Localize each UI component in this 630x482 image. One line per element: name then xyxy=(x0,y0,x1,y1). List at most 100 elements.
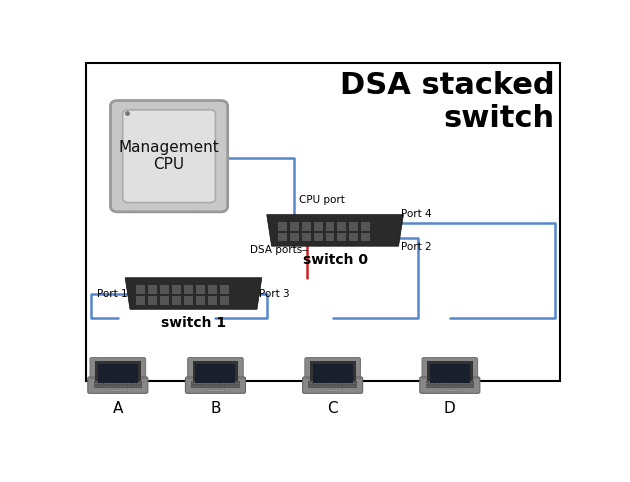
Bar xyxy=(440,386,444,387)
Bar xyxy=(99,383,103,384)
Text: C: C xyxy=(328,401,338,416)
Bar xyxy=(208,285,217,294)
Bar xyxy=(123,386,127,387)
Bar xyxy=(118,383,122,384)
Bar xyxy=(338,222,346,231)
Bar xyxy=(235,383,239,384)
Text: DSA ports: DSA ports xyxy=(250,245,302,255)
Bar xyxy=(207,388,224,391)
Text: A: A xyxy=(113,401,123,416)
Bar xyxy=(455,386,459,387)
Bar xyxy=(278,233,287,241)
Bar xyxy=(290,222,299,231)
Bar xyxy=(445,386,449,387)
Bar xyxy=(464,383,468,384)
Bar xyxy=(137,386,141,387)
Bar xyxy=(95,362,140,385)
Text: Port 1: Port 1 xyxy=(97,289,127,298)
Bar xyxy=(148,285,158,294)
Bar xyxy=(309,386,312,387)
Bar xyxy=(455,383,459,384)
Bar xyxy=(309,383,312,384)
Polygon shape xyxy=(125,278,262,309)
FancyBboxPatch shape xyxy=(90,358,146,388)
Bar xyxy=(430,363,470,383)
Bar xyxy=(350,233,358,241)
Bar xyxy=(314,383,318,384)
Polygon shape xyxy=(266,214,403,246)
Bar xyxy=(460,383,464,384)
Bar xyxy=(343,386,347,387)
Bar xyxy=(431,386,435,387)
Bar xyxy=(103,383,107,384)
Bar xyxy=(347,383,351,384)
Bar xyxy=(314,233,323,241)
Bar xyxy=(113,386,117,387)
Bar xyxy=(323,383,327,384)
Bar xyxy=(290,233,299,241)
Bar xyxy=(197,383,200,384)
Bar xyxy=(309,381,357,388)
Bar xyxy=(445,383,449,384)
Bar xyxy=(94,381,142,388)
Bar xyxy=(302,233,311,241)
Bar xyxy=(426,381,474,388)
Bar xyxy=(192,383,195,384)
Bar xyxy=(435,386,439,387)
Bar xyxy=(211,386,215,387)
Bar xyxy=(338,383,341,384)
FancyBboxPatch shape xyxy=(305,358,360,388)
Bar xyxy=(435,383,439,384)
Bar xyxy=(338,233,346,241)
Bar xyxy=(464,386,468,387)
Bar xyxy=(86,64,559,381)
Bar xyxy=(103,386,107,387)
Bar xyxy=(172,285,181,294)
Bar xyxy=(318,383,322,384)
Bar xyxy=(196,285,205,294)
Bar xyxy=(123,383,127,384)
Bar xyxy=(347,386,351,387)
Bar xyxy=(343,383,347,384)
Bar xyxy=(196,296,205,305)
Text: Port 3: Port 3 xyxy=(260,289,290,298)
FancyBboxPatch shape xyxy=(185,377,246,393)
Bar xyxy=(113,383,117,384)
Bar xyxy=(230,386,234,387)
Bar xyxy=(469,383,473,384)
Bar xyxy=(148,296,158,305)
Bar xyxy=(132,386,136,387)
Bar xyxy=(220,285,229,294)
Text: D: D xyxy=(444,401,455,416)
Bar xyxy=(220,386,224,387)
Bar xyxy=(235,386,239,387)
Bar xyxy=(201,386,205,387)
Bar xyxy=(328,383,332,384)
Bar xyxy=(215,386,219,387)
Bar xyxy=(278,222,287,231)
Bar xyxy=(211,383,215,384)
Bar xyxy=(230,383,234,384)
Bar xyxy=(226,386,229,387)
Bar xyxy=(184,296,193,305)
Text: B: B xyxy=(210,401,220,416)
Bar xyxy=(226,383,229,384)
Bar xyxy=(310,362,355,385)
Bar xyxy=(324,388,341,391)
Bar xyxy=(338,386,341,387)
Bar xyxy=(108,386,112,387)
Bar xyxy=(333,383,336,384)
Bar xyxy=(160,296,169,305)
Bar xyxy=(136,296,146,305)
Bar xyxy=(333,386,336,387)
Bar xyxy=(98,363,138,383)
Bar xyxy=(94,383,98,384)
Bar xyxy=(184,285,193,294)
Bar xyxy=(361,233,370,241)
Bar xyxy=(132,383,136,384)
Text: switch 0: switch 0 xyxy=(302,253,367,267)
Bar xyxy=(172,296,181,305)
FancyBboxPatch shape xyxy=(420,377,480,393)
Bar xyxy=(350,222,358,231)
Bar xyxy=(206,383,210,384)
